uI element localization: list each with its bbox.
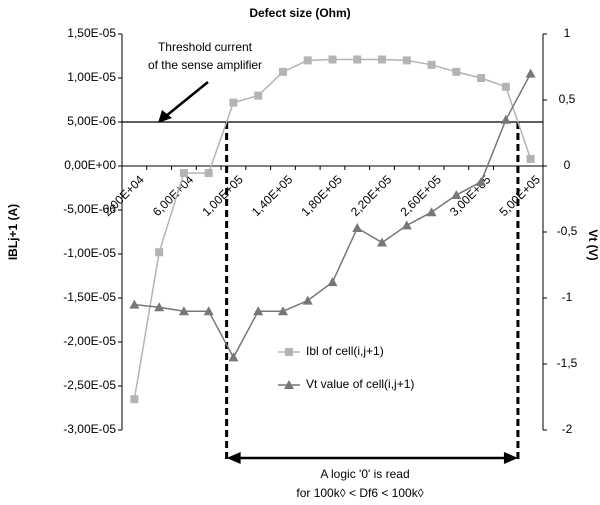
legend-marker: [284, 380, 294, 389]
y-tick-label: -5,00E-06: [63, 202, 116, 216]
x-tick-label: 6,00E+04: [150, 172, 197, 219]
series-line: [134, 73, 532, 359]
marker: [401, 220, 412, 230]
marker: [501, 82, 510, 91]
y-tick-label: -2,50E-05: [63, 378, 116, 392]
marker: [451, 190, 462, 200]
y-tick-label: -1,50E-05: [63, 290, 116, 304]
marker: [427, 60, 436, 69]
marker: [352, 223, 363, 233]
x-tick-label: 2,20E+05: [348, 172, 395, 219]
marker: [476, 176, 487, 186]
y2-axis-label: Vt (V): [586, 229, 600, 260]
marker: [228, 352, 239, 362]
marker: [328, 55, 337, 64]
legend-label: Ibl of cell(i,j+1): [306, 344, 384, 358]
annotation: Threshold current: [158, 40, 253, 54]
y-tick-label: -1,00E-05: [63, 246, 116, 260]
x-tick-label: 1,00E+05: [199, 172, 246, 219]
marker: [229, 98, 238, 107]
chart-title: Defect size (Ohm): [249, 6, 350, 20]
marker: [377, 237, 388, 247]
x-tick-label: 2,60E+05: [397, 172, 444, 219]
marker: [378, 55, 387, 64]
marker: [525, 68, 536, 78]
y-tick-label: 0,00E+00: [64, 158, 116, 172]
marker: [179, 169, 188, 178]
marker: [178, 306, 189, 316]
legend-label: Vt value of cell(i,j+1): [306, 377, 414, 391]
y-tick-label: 1,50E-05: [67, 26, 116, 40]
y2-tick-label: -1,5: [557, 356, 578, 370]
marker: [353, 55, 362, 64]
y-tick-label: 1,00E-05: [67, 70, 116, 84]
x-tick-label: 5,00E+05: [497, 172, 544, 219]
y-tick-label: -3,00E-05: [63, 422, 116, 436]
marker: [426, 207, 437, 217]
marker: [302, 295, 313, 305]
marker: [129, 299, 140, 309]
marker: [277, 306, 288, 316]
marker: [155, 248, 164, 257]
marker: [526, 154, 535, 163]
y2-tick-label: 1: [564, 26, 571, 40]
annotation: A logic '0' is read: [320, 467, 409, 481]
y2-tick-label: 0: [564, 158, 571, 172]
x-tick-label: 1,80E+05: [298, 172, 345, 219]
annotation: of the sense amplifier: [148, 58, 262, 72]
y-axis-label: IBLj+1 (A): [6, 204, 20, 260]
range-arrowhead: [503, 452, 518, 464]
marker: [253, 306, 264, 316]
annotation-arrow: [165, 81, 209, 117]
x-tick-label: 1,40E+05: [249, 172, 296, 219]
range-arrowhead: [226, 452, 241, 464]
marker: [203, 306, 214, 316]
y2-tick-label: -2: [562, 422, 573, 436]
marker: [500, 114, 511, 124]
marker: [402, 56, 411, 65]
marker: [303, 56, 312, 65]
y2-tick-label: -0,5: [557, 224, 578, 238]
marker: [154, 302, 165, 312]
annotation: for 100k◊ < Df6 < 100k◊: [296, 486, 423, 500]
marker: [204, 169, 213, 178]
marker: [278, 67, 287, 76]
marker: [130, 395, 139, 404]
y-tick-label: 5,00E-06: [67, 114, 116, 128]
y2-tick-label: 0,5: [559, 92, 576, 106]
y2-tick-label: -1: [562, 290, 573, 304]
x-tick-label: 2,00E+04: [100, 172, 147, 219]
annotation-arrowhead: [158, 110, 172, 123]
marker: [254, 91, 263, 100]
legend-marker: [285, 348, 293, 356]
marker: [452, 67, 461, 76]
y-tick-label: -2,00E-05: [63, 334, 116, 348]
marker: [477, 74, 486, 82]
marker: [327, 277, 338, 287]
